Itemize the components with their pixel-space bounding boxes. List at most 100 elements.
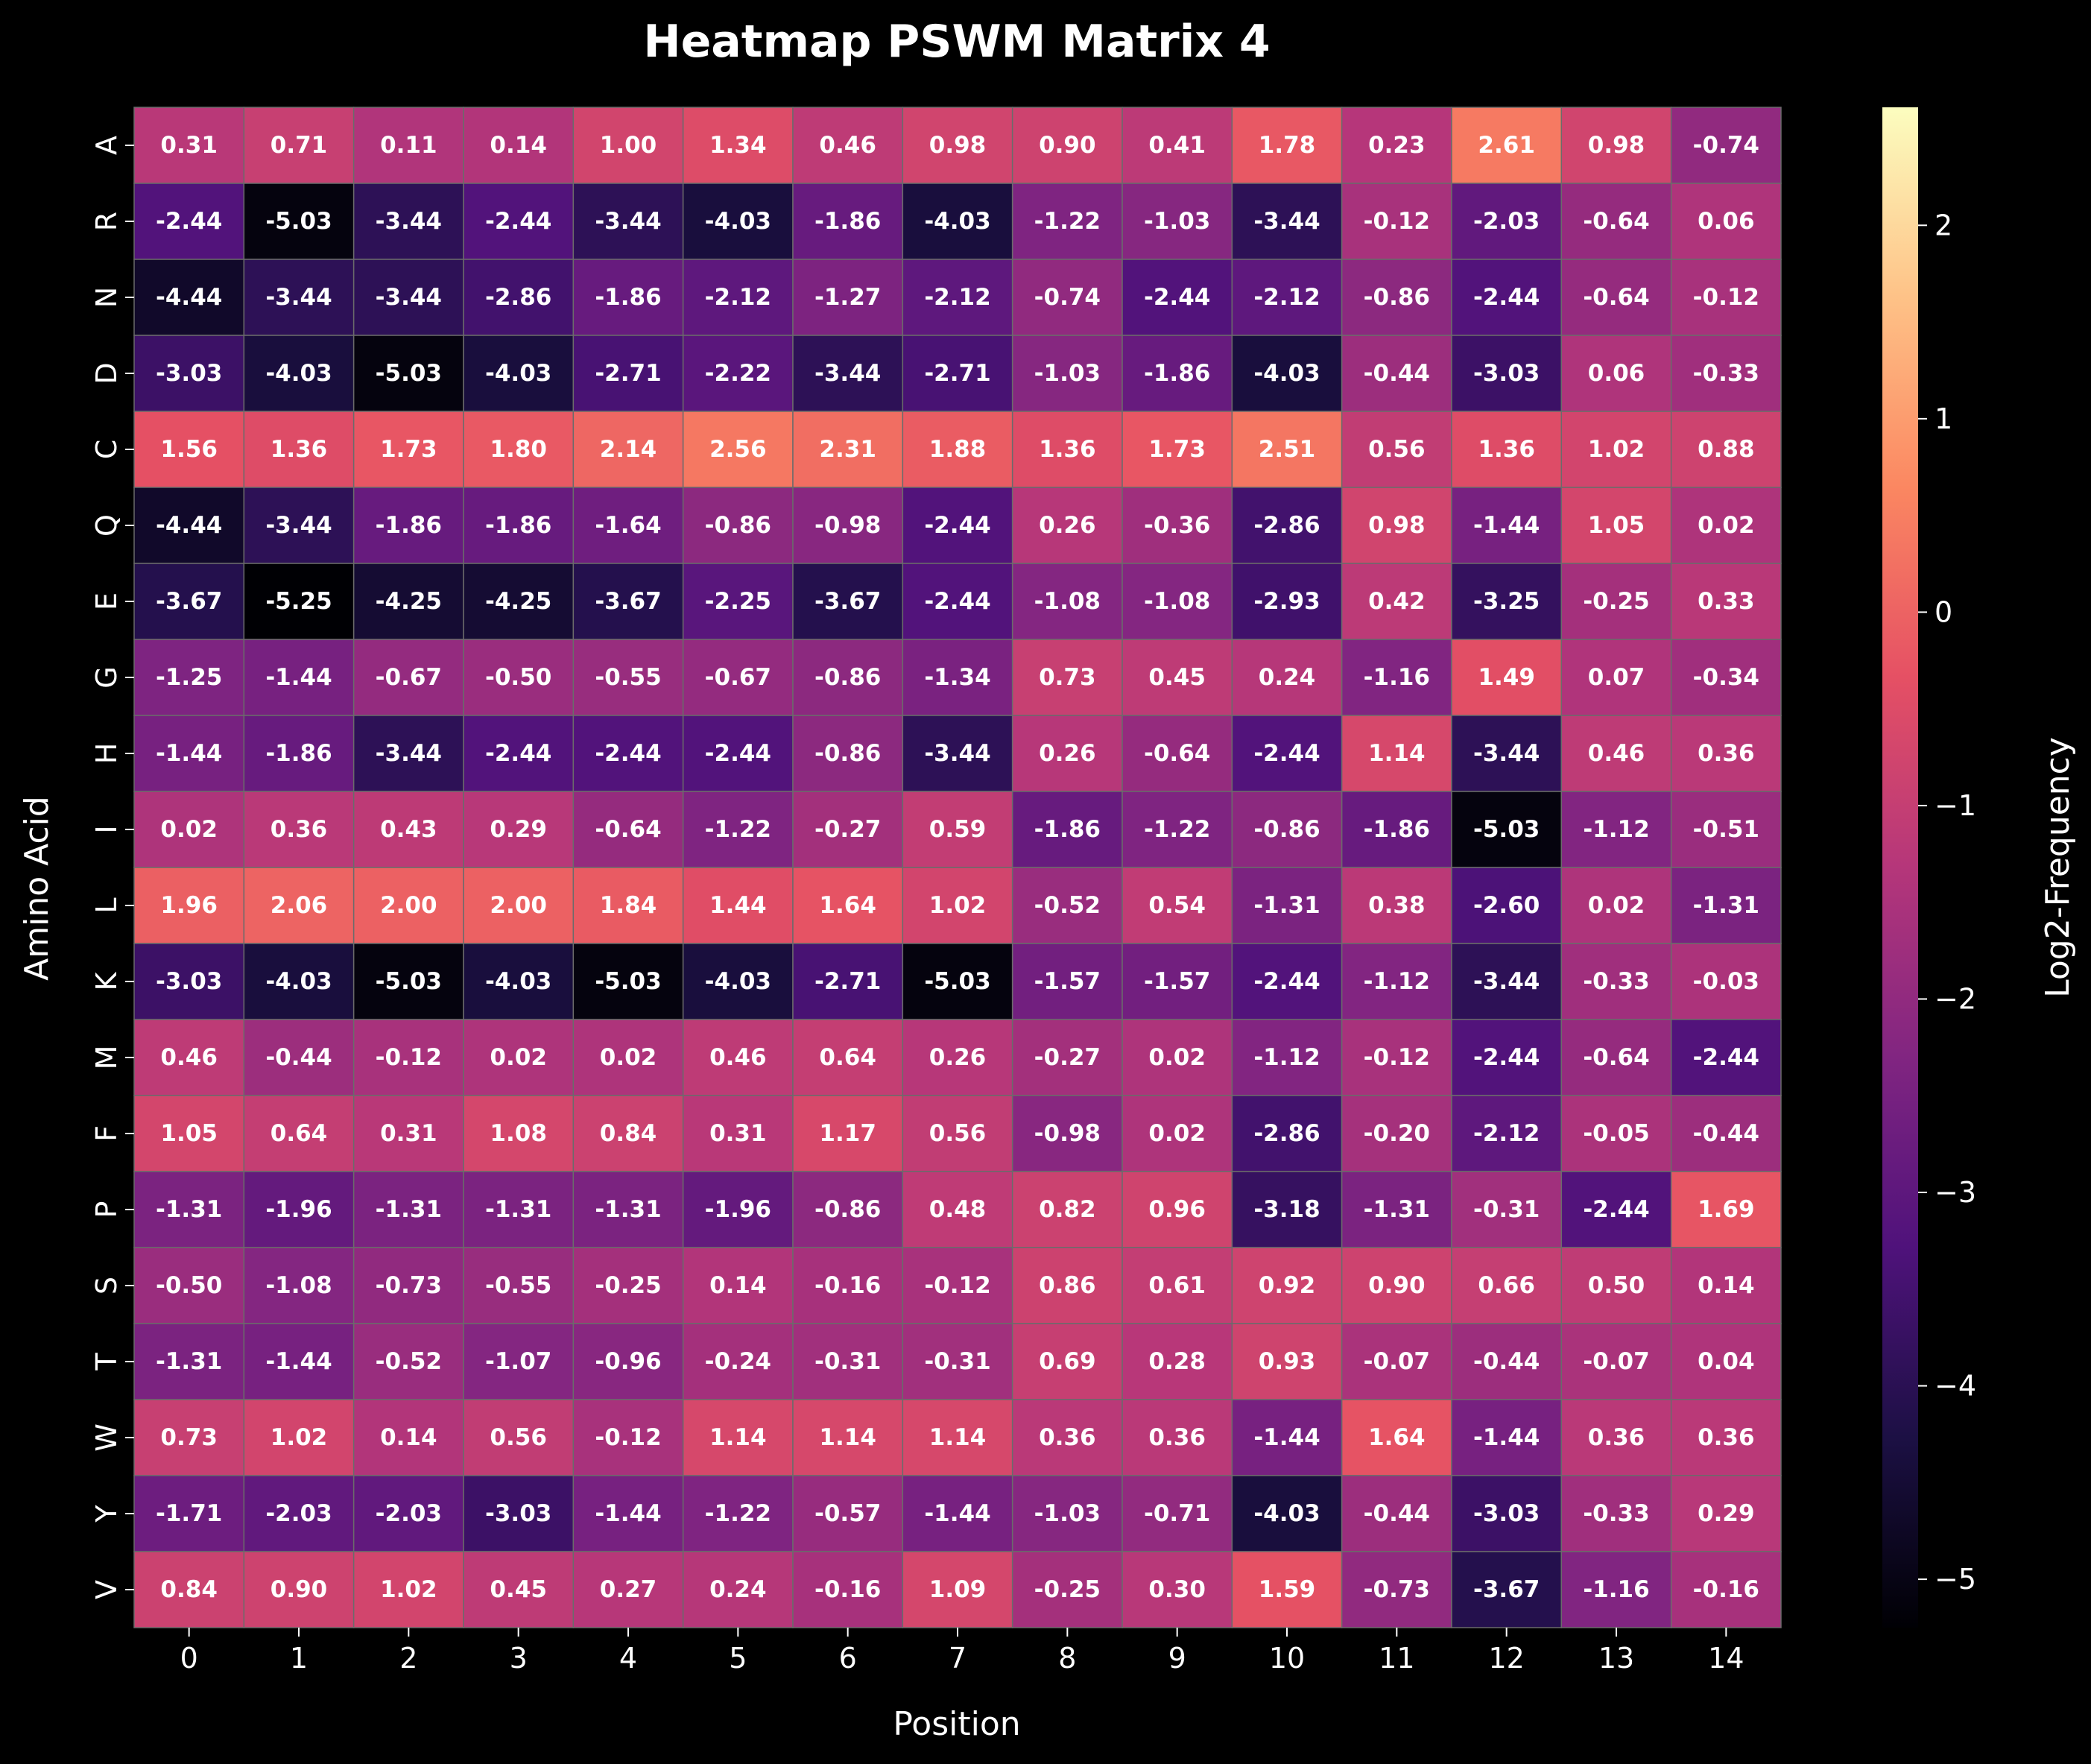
- heatmap-cell: [572, 639, 684, 716]
- heatmap-cell: [1670, 1095, 1782, 1172]
- cell-value-label: -0.64: [1583, 208, 1649, 235]
- cell-value-label: 0.06: [1588, 360, 1645, 387]
- heatmap-cell: [1560, 1247, 1672, 1324]
- cell-value-label: -1.86: [1144, 360, 1210, 387]
- cell-value-label: 0.56: [1368, 436, 1426, 463]
- cell-value-label: -1.31: [156, 1196, 222, 1223]
- heatmap-cell: [1451, 867, 1563, 944]
- heatmap-cell: [1341, 1551, 1452, 1628]
- heatmap-cell: [572, 183, 684, 260]
- heatmap-cell: [1011, 1171, 1123, 1248]
- cell-value-label: 1.00: [600, 132, 657, 159]
- colorbar-ticks: 2 1 0 −1 −2 −3 −4 −5: [1918, 209, 1976, 1596]
- cell-value-label: -0.64: [1583, 284, 1649, 311]
- heatmap-cell: [1011, 335, 1123, 412]
- cell-value-label: -0.86: [705, 512, 771, 539]
- cell-value-label: -4.03: [485, 968, 551, 995]
- cell-value-label: 0.66: [1478, 1272, 1535, 1299]
- heatmap-cell: [1451, 107, 1563, 184]
- y-tick-label: C: [90, 440, 123, 460]
- cell-value-label: 0.38: [1368, 892, 1426, 919]
- cell-value-label: -0.96: [595, 1348, 661, 1375]
- cell-value-label: -2.44: [1473, 284, 1540, 311]
- heatmap-cell: [1451, 259, 1563, 336]
- cell-value-label: -1.31: [156, 1348, 222, 1375]
- cell-value-label: 0.14: [490, 132, 547, 159]
- cell-value-label: -2.03: [1473, 208, 1540, 235]
- heatmap-cell: [792, 639, 904, 716]
- heatmap-cell: [1341, 259, 1452, 336]
- heatmap-cell: [1560, 1399, 1672, 1476]
- heatmap-cell: [792, 1019, 904, 1096]
- cell-value-label: -1.64: [595, 512, 661, 539]
- cell-value-label: -4.03: [924, 208, 990, 235]
- cell-value-label: -0.27: [1034, 1044, 1101, 1071]
- heatmap-cell: [1560, 1323, 1672, 1400]
- cell-value-label: -0.55: [485, 1272, 551, 1299]
- heatmap-cell: [1341, 715, 1452, 792]
- cell-value-label: 0.50: [1588, 1272, 1645, 1299]
- cell-value-label: 1.36: [1039, 436, 1096, 463]
- cell-value-label: -1.08: [1144, 588, 1210, 615]
- heatmap-cell: [902, 563, 1013, 640]
- heatmap-cell: [1122, 1323, 1233, 1400]
- heatmap-cell: [1122, 791, 1233, 868]
- cell-value-label: -0.98: [1034, 1120, 1101, 1147]
- heatmap-cell: [682, 107, 794, 184]
- heatmap-cell: [902, 1399, 1013, 1476]
- cell-value-label: -1.86: [485, 512, 551, 539]
- cell-value-label: 0.98: [1368, 512, 1426, 539]
- cell-value-label: 0.86: [1039, 1272, 1096, 1299]
- cell-value-label: -2.12: [924, 284, 990, 311]
- heatmap-cell: [1011, 1095, 1123, 1172]
- heatmap-cell: [1011, 1323, 1123, 1400]
- y-tick-label: I: [90, 825, 123, 833]
- heatmap-cell: [1670, 791, 1782, 868]
- heatmap-cell: [572, 1323, 684, 1400]
- heatmap-cell: [572, 1475, 684, 1552]
- cell-value-label: -1.96: [705, 1196, 771, 1223]
- cell-value-label: -2.86: [485, 284, 551, 311]
- cell-value-label: -2.71: [924, 360, 990, 387]
- cell-value-label: -5.03: [1473, 816, 1540, 843]
- heatmap-cell: [1670, 259, 1782, 336]
- cell-value-label: -1.44: [1473, 1424, 1540, 1451]
- heatmap-cells: [133, 107, 1782, 1628]
- heatmap-cell: [1560, 1551, 1672, 1628]
- x-tick-label: 14: [1708, 1642, 1744, 1675]
- x-tick-label: 12: [1488, 1642, 1524, 1675]
- heatmap-cell: [352, 335, 464, 412]
- cell-value-label: -0.55: [595, 664, 661, 691]
- cell-value-label: -3.44: [595, 208, 661, 235]
- cell-value-label: 1.49: [1478, 664, 1535, 691]
- cell-value-label: -2.44: [1583, 1196, 1649, 1223]
- heatmap-cell: [902, 107, 1013, 184]
- cell-value-label: 0.14: [380, 1424, 437, 1451]
- heatmap-cell: [133, 943, 245, 1020]
- cell-value-label: 1.14: [1368, 740, 1426, 767]
- cell-value-label: 0.45: [1148, 664, 1206, 691]
- cell-value-label: -2.22: [705, 360, 771, 387]
- cell-value-label: -3.44: [924, 740, 990, 767]
- heatmap-cell: [1011, 943, 1123, 1020]
- cell-value-label: -4.03: [705, 968, 771, 995]
- heatmap-cell: [133, 487, 245, 564]
- cell-value-label: -0.44: [1693, 1120, 1759, 1147]
- cell-value-label: -4.03: [1253, 360, 1320, 387]
- heatmap-cell: [1670, 487, 1782, 564]
- cell-value-label: 0.31: [160, 132, 218, 159]
- cell-value-label: -0.52: [1034, 892, 1101, 919]
- cell-value-label: -1.57: [1034, 968, 1101, 995]
- heatmap-cell: [1451, 563, 1563, 640]
- heatmap-cell: [682, 1171, 794, 1248]
- heatmap-cell: [1011, 411, 1123, 488]
- cell-value-label: -0.24: [705, 1348, 771, 1375]
- heatmap-cell: [792, 1323, 904, 1400]
- cell-value-label: -1.57: [1144, 968, 1210, 995]
- y-tick-label: H: [90, 743, 123, 765]
- heatmap-cell: [1122, 1171, 1233, 1248]
- cell-value-label: 0.64: [271, 1120, 328, 1147]
- cell-value-label: -0.44: [1364, 360, 1430, 387]
- heatmap-cell: [1560, 1019, 1672, 1096]
- cell-value-label: 0.28: [1148, 1348, 1206, 1375]
